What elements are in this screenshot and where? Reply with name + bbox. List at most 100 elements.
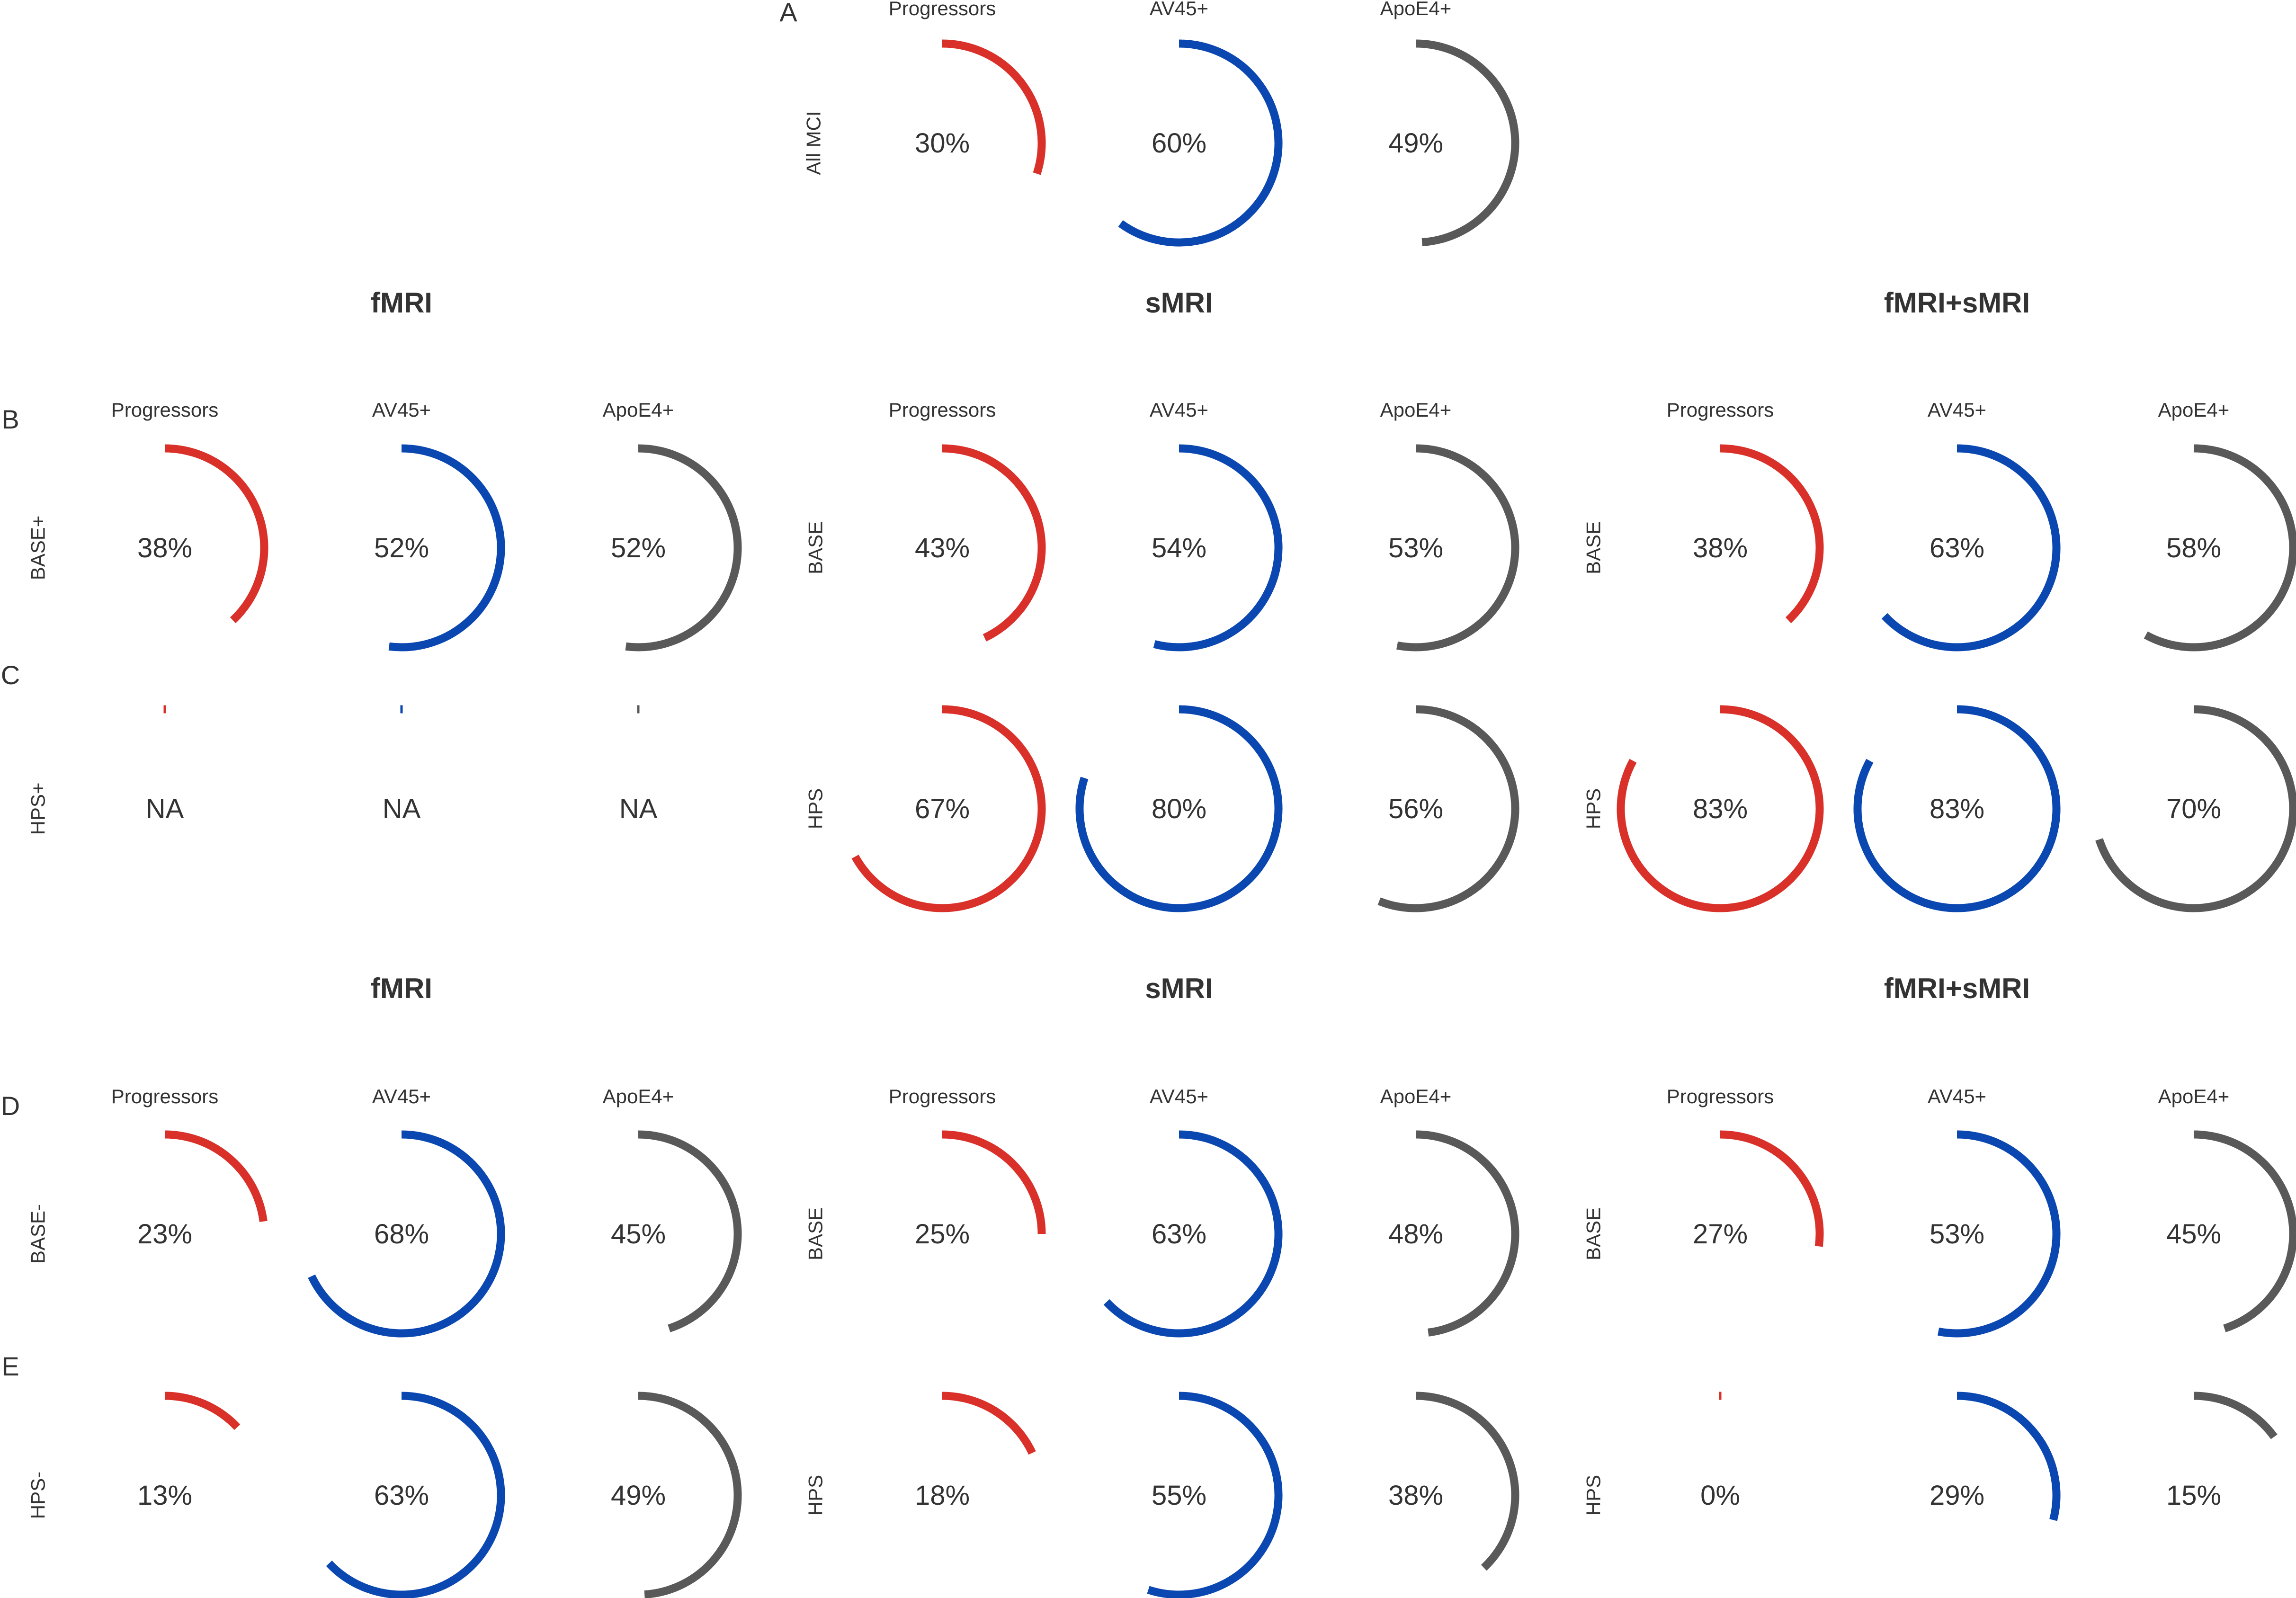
- col-label-apoe4: ApoE4+: [603, 1085, 674, 1107]
- ring-hps-progressors-arc: [1617, 705, 1824, 912]
- ring-base-progressors-arc: [942, 1130, 1046, 1234]
- row-label-hps: HPS: [1582, 788, 1605, 829]
- section-title-top-1: fMRI: [371, 287, 432, 319]
- ring-hps-av45-label: 83%: [1930, 794, 1984, 824]
- ring-base-progressors-label: 38%: [1693, 533, 1748, 563]
- row-label-base: BASE+: [27, 516, 49, 580]
- panel-a-apoe4-arc: [1415, 39, 1519, 247]
- ring-base-progressors-arc: [942, 444, 1046, 642]
- ring-hps-apoe4-label: NA: [619, 794, 658, 824]
- ring-hps-av45-arc: [326, 1392, 505, 1598]
- panel-a-apoe4-label: 49%: [1388, 128, 1443, 159]
- panel-a-av45-label: 60%: [1152, 128, 1206, 159]
- panel-a-row-label: All MCI: [803, 111, 825, 175]
- col-label-av45: AV45+: [372, 399, 431, 421]
- panel-letter-e: E: [1, 1351, 19, 1381]
- ring-hps-progressors-arc: [851, 705, 1046, 912]
- panel-a-progressors-arc: [942, 39, 1046, 175]
- row-label-hps: HPS+: [27, 783, 49, 835]
- ring-hps-progressors-label: NA: [146, 794, 184, 824]
- ring-hps-apoe4-label: 70%: [2166, 794, 2221, 824]
- row-label-base: BASE: [804, 1207, 827, 1260]
- row-label-hps: HPS: [804, 1475, 827, 1516]
- ring-base-apoe4-label: 45%: [611, 1219, 666, 1250]
- col-label-av45: AV45+: [1928, 399, 1986, 421]
- col-label-progressors: Progressors: [1667, 1085, 1774, 1107]
- ring-base-apoe4-arc: [2193, 1130, 2296, 1332]
- row-label-hps: HPS: [804, 788, 827, 829]
- ring-base-av45-label: 54%: [1152, 533, 1206, 563]
- ring-base-apoe4-arc: [1415, 1130, 1519, 1337]
- col-label-apoe4: ApoE4+: [1380, 1085, 1452, 1107]
- ring-base-av45-arc: [308, 1130, 505, 1338]
- ring-hps-apoe4-label: 15%: [2166, 1480, 2221, 1511]
- ring-base-av45-arc: [1153, 444, 1283, 652]
- col-label-av45: AV45+: [1150, 1085, 1208, 1107]
- panel-a-col-label-progressors: Progressors: [889, 0, 996, 19]
- section-title-bottom-1: fMRI: [371, 973, 432, 1004]
- section-title-top-2: sMRI: [1145, 287, 1213, 319]
- row-label-base: BASE: [1582, 521, 1605, 574]
- ring-base-progressors-arc: [164, 444, 268, 624]
- ring-hps-apoe4-arc: [2193, 1392, 2278, 1439]
- row-label-hps: HPS-: [27, 1472, 49, 1519]
- section-title-bottom-2: sMRI: [1145, 973, 1213, 1004]
- ring-hps-av45-arc: [1957, 1392, 2061, 1521]
- ring-base-progressors-label: 27%: [1693, 1219, 1748, 1250]
- ring-hps-progressors-label: 0%: [1700, 1480, 1740, 1511]
- section-title-top-3: fMRI+sMRI: [1884, 287, 2030, 319]
- ring-hps-apoe4-label: 38%: [1388, 1480, 1443, 1511]
- col-label-progressors: Progressors: [889, 399, 996, 421]
- col-label-progressors: Progressors: [1667, 399, 1774, 421]
- ring-base-apoe4-label: 58%: [2166, 533, 2221, 563]
- ring-base-av45-label: 52%: [374, 533, 429, 563]
- ring-base-apoe4-label: 45%: [2166, 1219, 2221, 1250]
- panel-letter-b: B: [1, 404, 19, 434]
- panel-a-av45-arc: [1118, 39, 1283, 247]
- ring-base-progressors-label: 23%: [137, 1219, 192, 1250]
- panel-letter-d: D: [1, 1091, 20, 1121]
- ring-base-progressors-label: 43%: [915, 533, 970, 563]
- ring-base-av45-label: 68%: [374, 1219, 429, 1250]
- ring-base-av45-arc: [1938, 1130, 2061, 1338]
- ring-hps-progressors-label: 83%: [1693, 794, 1748, 824]
- ring-base-av45-label: 63%: [1152, 1219, 1206, 1250]
- panel-letter-a: A: [779, 0, 797, 27]
- ring-base-av45-arc: [1881, 444, 2061, 652]
- ring-base-apoe4-label: 52%: [611, 533, 666, 563]
- col-label-av45: AV45+: [372, 1085, 431, 1107]
- col-label-progressors: Progressors: [111, 1085, 218, 1107]
- row-label-base: BASE-: [27, 1204, 49, 1264]
- col-label-av45: AV45+: [1928, 1085, 1986, 1107]
- ring-base-apoe4-label: 48%: [1388, 1219, 1443, 1250]
- ring-base-progressors-arc: [164, 1130, 268, 1222]
- col-label-av45: AV45+: [1150, 399, 1208, 421]
- ring-hps-progressors-arc: [942, 1392, 1036, 1455]
- ring-base-av45-arc: [1103, 1130, 1283, 1338]
- section-title-bottom-3: fMRI+sMRI: [1884, 973, 2030, 1004]
- row-label-hps: HPS: [1582, 1475, 1605, 1516]
- col-label-progressors: Progressors: [889, 1085, 996, 1107]
- col-label-apoe4: ApoE4+: [2158, 399, 2230, 421]
- col-label-progressors: Progressors: [111, 399, 218, 421]
- ring-base-av45-label: 63%: [1930, 533, 1984, 563]
- ring-hps-progressors-label: 18%: [915, 1480, 970, 1511]
- ring-hps-av45-arc: [1147, 1392, 1283, 1598]
- ring-base-apoe4-label: 53%: [1388, 533, 1443, 563]
- panel-a-col-label-av45: AV45+: [1150, 0, 1208, 19]
- ring-hps-av45-label: 29%: [1930, 1480, 1984, 1511]
- ring-hps-av45-arc: [1075, 705, 1283, 912]
- ring-hps-progressors-label: 13%: [137, 1480, 192, 1511]
- ring-base-apoe4-arc: [625, 444, 742, 652]
- ring-hps-progressors-arc: [164, 1392, 241, 1430]
- ring-hps-av45-label: 63%: [374, 1480, 429, 1511]
- ring-base-progressors-label: 38%: [137, 533, 192, 563]
- ring-base-av45-label: 53%: [1930, 1219, 1984, 1250]
- col-label-apoe4: ApoE4+: [2158, 1085, 2230, 1107]
- ring-base-progressors-arc: [1720, 444, 1824, 624]
- ring-hps-apoe4-label: 56%: [1388, 794, 1443, 824]
- ring-hps-av45-label: 55%: [1152, 1480, 1206, 1511]
- col-label-apoe4: ApoE4+: [603, 399, 674, 421]
- ring-base-apoe4-arc: [1396, 444, 1519, 652]
